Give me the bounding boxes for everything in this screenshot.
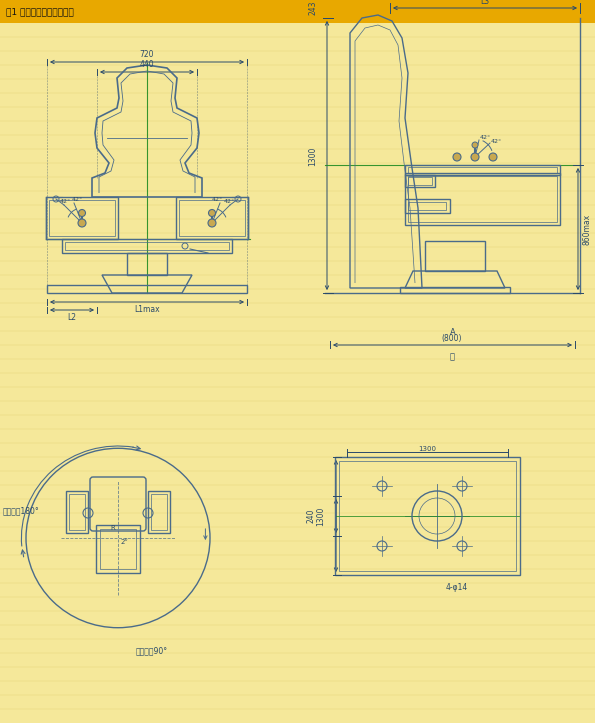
Text: L2: L2 (67, 313, 77, 322)
Bar (47, 285, 247, 293)
Bar (179, 200, 245, 236)
Text: 42°: 42° (224, 199, 235, 204)
Bar (408, 176, 557, 222)
Bar (148, 491, 170, 533)
Bar (100, 529, 136, 569)
Bar (405, 175, 435, 187)
Polygon shape (0, 0, 595, 23)
Bar (408, 167, 557, 173)
Text: 最大转角90°: 最大转角90° (136, 646, 168, 655)
Text: 侧: 侧 (449, 352, 455, 361)
Bar (425, 241, 485, 271)
Text: R: R (110, 525, 115, 531)
Text: 42°: 42° (480, 135, 491, 140)
Bar (335, 457, 520, 575)
Text: 243: 243 (308, 1, 317, 15)
Circle shape (208, 210, 215, 216)
Bar (151, 494, 167, 530)
Text: 1300: 1300 (316, 506, 325, 526)
Circle shape (489, 153, 497, 161)
Text: 42°: 42° (212, 197, 223, 202)
Circle shape (453, 153, 461, 161)
Text: L3: L3 (480, 0, 490, 6)
Bar (405, 165, 560, 175)
Circle shape (78, 219, 86, 227)
Bar (405, 199, 450, 213)
Bar (66, 491, 88, 533)
Bar (400, 287, 510, 293)
Bar (408, 177, 432, 185)
Bar (339, 461, 516, 571)
Text: 42°: 42° (72, 197, 83, 202)
Bar (405, 173, 560, 225)
Bar (65, 242, 229, 250)
Text: 720: 720 (140, 50, 154, 59)
Bar (176, 197, 248, 239)
Bar (69, 494, 85, 530)
Text: 图1 控制台外形及安装尺寸: 图1 控制台外形及安装尺寸 (6, 7, 74, 17)
Circle shape (208, 219, 216, 227)
Text: 240: 240 (306, 509, 315, 523)
Bar (96, 525, 140, 573)
Circle shape (79, 210, 86, 216)
Text: (800): (800) (441, 334, 462, 343)
Text: 440: 440 (140, 60, 154, 69)
Text: 42°: 42° (60, 199, 71, 204)
Text: 最大转角180°: 最大转角180° (3, 506, 40, 515)
Text: A: A (450, 328, 456, 337)
Bar (62, 239, 232, 253)
Text: 2°: 2° (121, 539, 129, 545)
Text: L1max: L1max (134, 305, 160, 314)
Circle shape (472, 142, 478, 148)
Bar (49, 200, 115, 236)
Bar (408, 202, 446, 210)
Text: 860max: 860max (583, 213, 592, 244)
Text: 1300: 1300 (308, 146, 317, 166)
Text: 1300: 1300 (418, 446, 436, 452)
Text: 42°: 42° (491, 139, 502, 144)
Bar (46, 197, 118, 239)
Circle shape (471, 153, 479, 161)
Text: 4-φ14: 4-φ14 (446, 583, 468, 591)
Bar (127, 253, 167, 275)
